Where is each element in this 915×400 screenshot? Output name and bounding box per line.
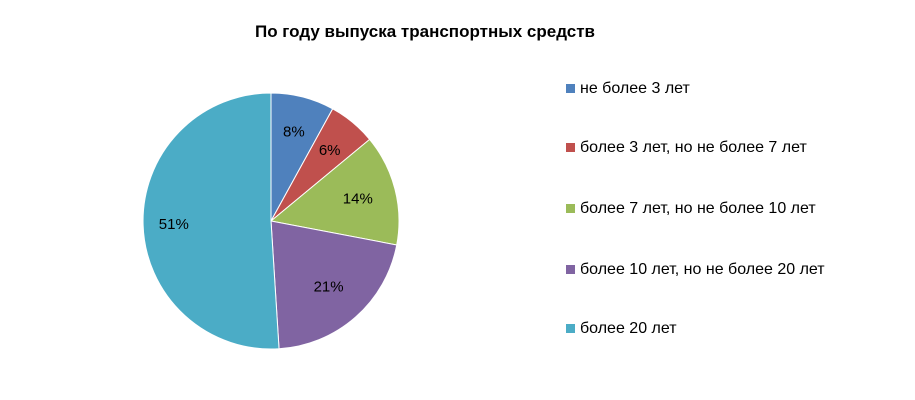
legend-item-5: более 20 лет [566,318,896,340]
pie-data-label-1: 8% [283,124,305,141]
legend-swatch-3 [566,204,575,213]
legend-swatch-5 [566,324,575,333]
legend-item-3: более 7 лет, но не более 10 лет [566,198,896,220]
legend-item-1: не более 3 лет [566,78,896,100]
legend-swatch-4 [566,265,575,274]
pie-data-label-2: 6% [319,142,341,159]
legend-label-5: более 20 лет [580,320,677,337]
pie-data-label-3: 14% [343,191,373,208]
legend-label-2: более 3 лет, но не более 7 лет [580,139,807,156]
pie-data-labels: 8% 6% 14% 21% 51% [159,124,373,296]
legend-swatch-2 [566,143,575,152]
pie-slice-3 [269,138,400,246]
pie-slice-5 [142,92,280,350]
pie-slice-4 [270,220,398,350]
pie-slices [142,92,400,350]
legend-label-3: более 7 лет, но не более 10 лет [580,200,816,217]
legend-item-4: более 10 лет, но не более 20 лет [566,259,896,281]
legend-label-4: более 10 лет, но не более 20 лет [580,261,825,278]
pie-data-label-5: 51% [159,216,189,233]
pie-data-label-4: 21% [314,278,344,295]
chart-title: По году выпуска транспортных средств [254,22,595,41]
legend-label-1: не более 3 лет [580,80,690,97]
legend-item-2: более 3 лет, но не более 7 лет [566,137,896,159]
legend-swatch-1 [566,84,575,93]
